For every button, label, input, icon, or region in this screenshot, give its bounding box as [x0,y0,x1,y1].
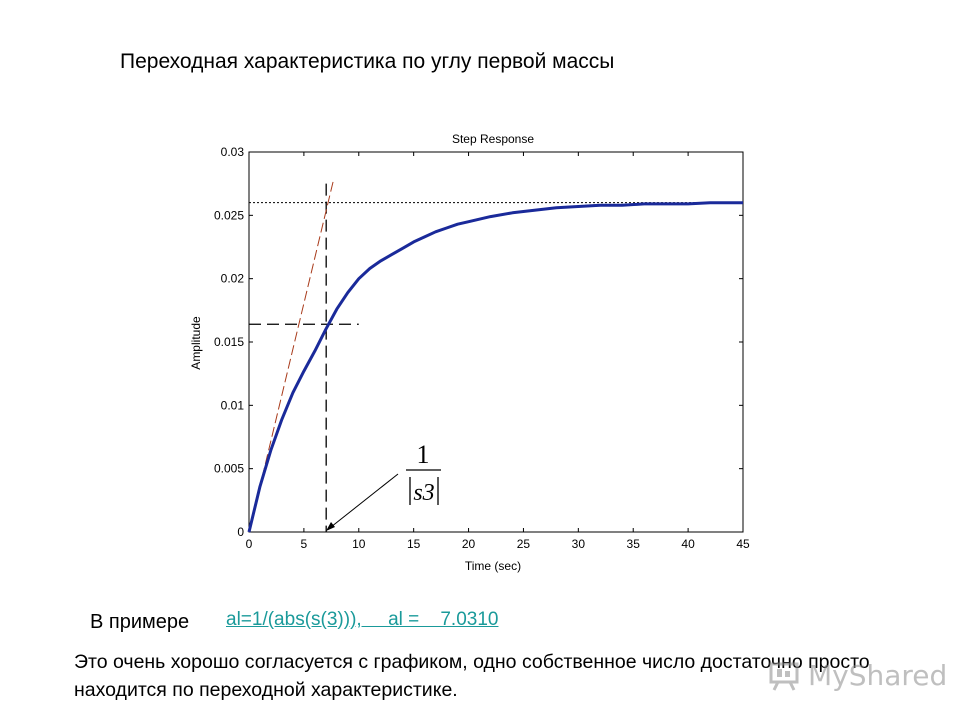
example-code-link[interactable]: al=1/(abs(s(3))), al = 7.0310 [226,609,499,630]
watermark-text: MyShared [808,658,948,692]
y-tick-label: 0.02 [221,272,245,286]
formula-arrow-head [326,522,335,531]
y-tick-label: 0.005 [214,462,244,476]
x-tick-label: 15 [407,537,421,551]
y-tick-label: 0.01 [221,398,245,412]
x-axis-label: Time (sec) [465,559,521,573]
plot-frame [248,151,744,533]
step-response-chart: Step Response Time (sec) Amplitude 0 5 10 1… [189,132,750,573]
slide-title: Переходная характеристика по углу первой… [120,50,615,73]
y-axis-label: Amplitude [189,316,203,370]
formula-arrow-line [330,473,399,528]
x-tick-label: 30 [572,537,586,551]
formula-numerator: 1 [417,440,430,469]
chart-title: Step Response [452,132,534,146]
x-tick-label: 25 [517,537,531,551]
x-tick-label: 10 [352,537,366,551]
y-tick-label: 0.015 [214,335,244,349]
time-constant-formula: 1 s3 [326,440,441,531]
x-tick-label: 35 [627,537,641,551]
watermark: MyShared [768,655,947,695]
y-tick-label: 0 [237,525,244,539]
example-label: В примере [90,611,190,633]
y-tick-label: 0.03 [221,145,245,159]
presentation-board-icon [769,662,799,691]
response-curve [247,201,743,533]
x-tick-label: 5 [301,537,308,551]
x-tick-label: 45 [736,537,750,551]
x-tick-label: 40 [681,537,695,551]
formula-denominator: s3 [413,480,434,506]
x-tick-label: 0 [246,537,253,551]
y-tick-label: 0.025 [214,208,244,222]
conclusion-text: Это очень хорошо согласуется с графиком,… [74,651,870,701]
x-tick-label: 20 [462,537,476,551]
